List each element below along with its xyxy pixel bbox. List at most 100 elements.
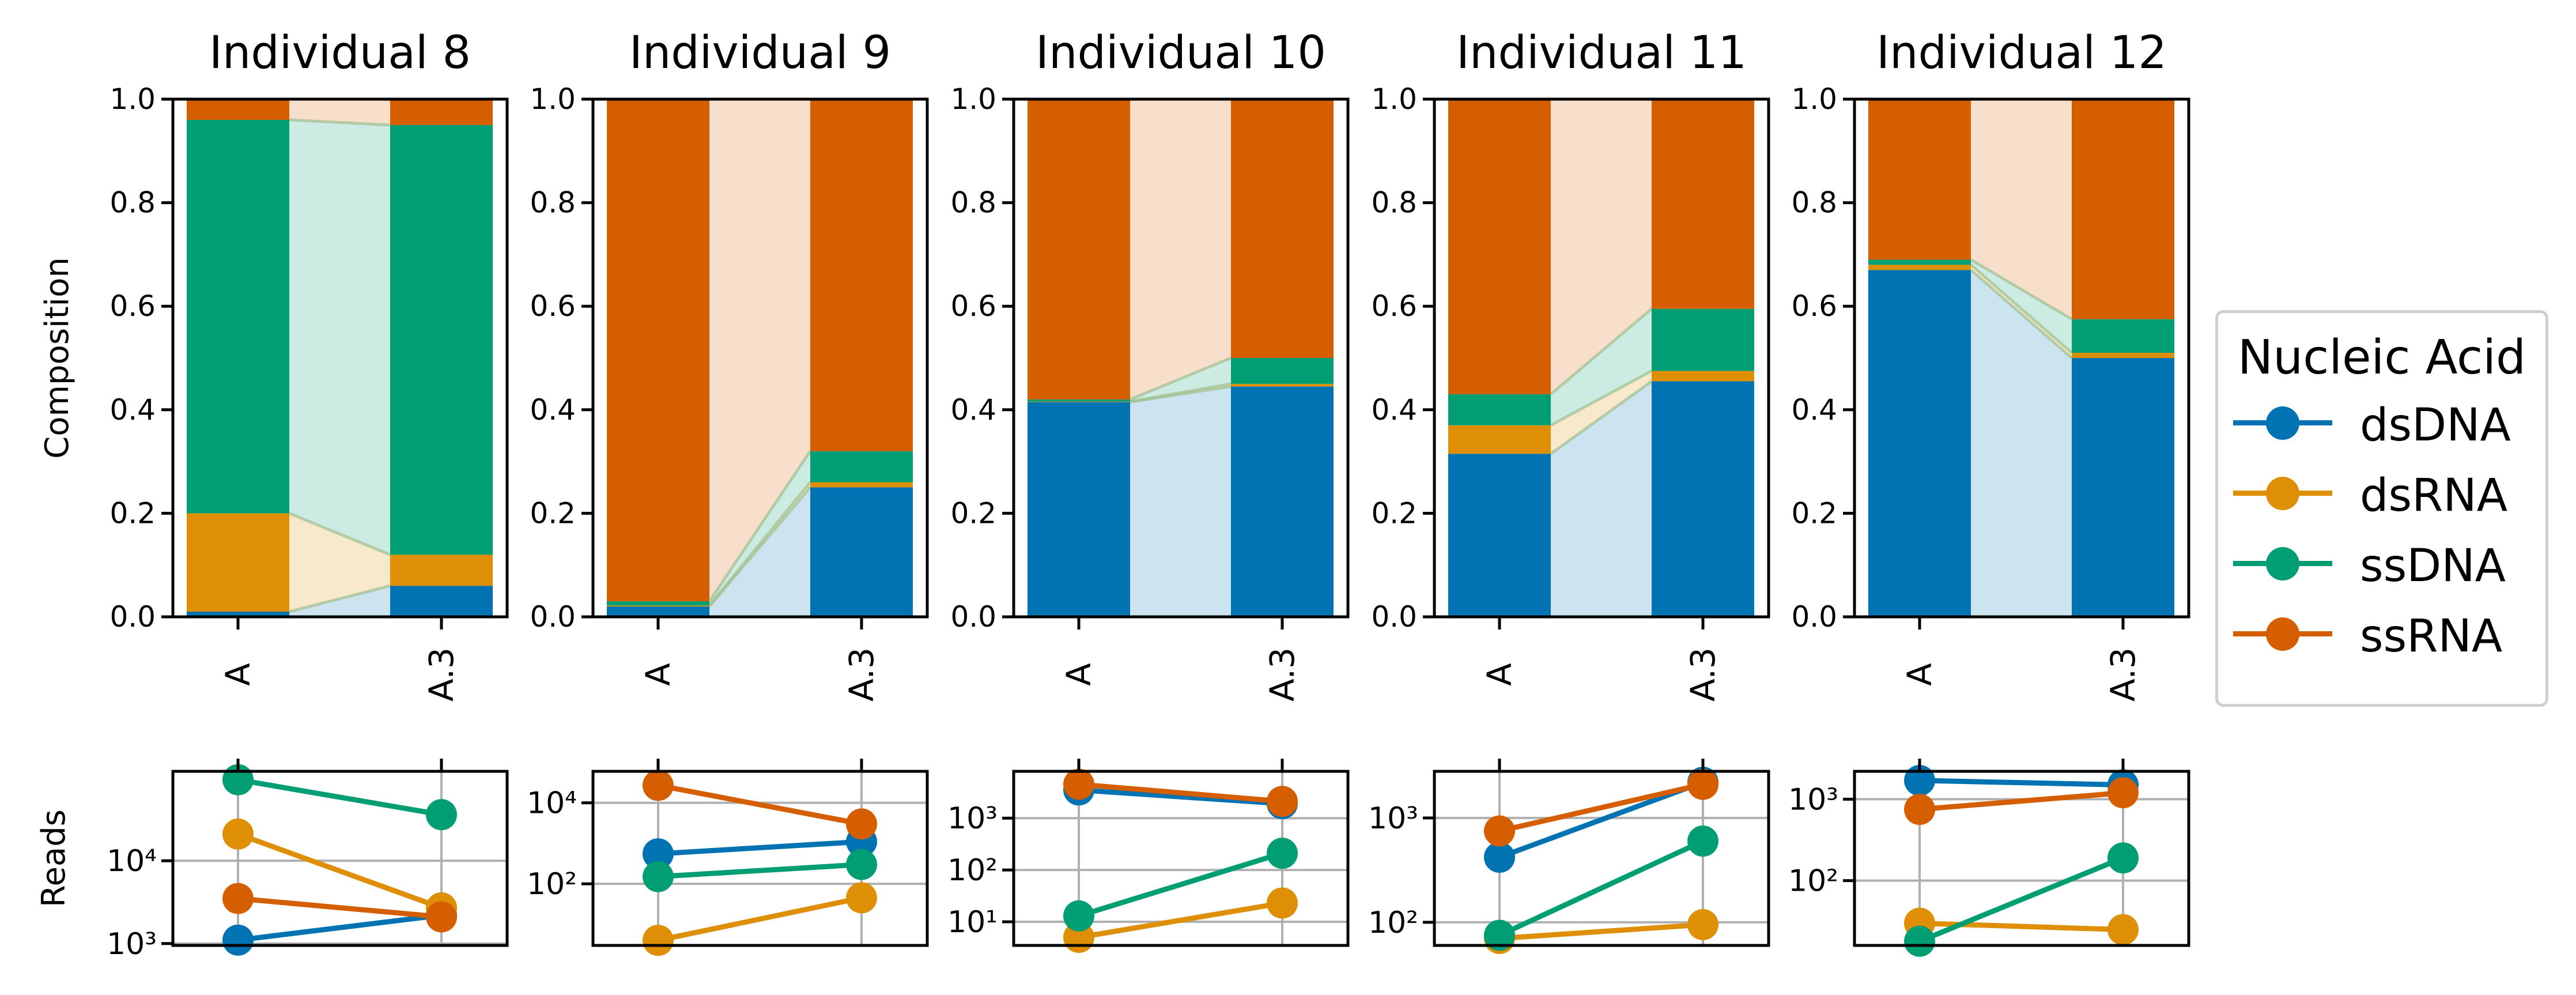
x-tick-label: A xyxy=(639,663,678,686)
y-tick-label: 0.6 xyxy=(1371,289,1417,323)
bar-segment-ssdna xyxy=(1231,358,1334,384)
band-edge-dsrna xyxy=(1550,370,1653,427)
reads-line-ssrna xyxy=(658,782,862,827)
panel-individual-11: 0.0 0.2 0.4 0.6 0.8 1.0 A A.3 Individual 11 10² 10… xyxy=(1368,27,1770,954)
reads-point-dsrna xyxy=(2107,914,2139,945)
y-tick-label: 0.8 xyxy=(109,186,156,220)
legend-item-dsdna: dsDNA xyxy=(2233,394,2544,451)
legend-marker-ssdna xyxy=(2266,547,2299,581)
bar-segment-ssdna xyxy=(187,119,289,514)
bar-segment-ssrna xyxy=(2072,99,2174,319)
panel-individual-9: 0.0 0.2 0.4 0.6 0.8 1.0 A A.3 Individual 9 10² 10⁴ xyxy=(527,27,929,956)
legend-label-dsrna: dsRNA xyxy=(2360,470,2508,522)
reads-line-dsdna xyxy=(1919,778,2124,787)
x-tick-label: A.3 xyxy=(2103,647,2143,702)
y-tick-label: 1.0 xyxy=(1371,82,1417,116)
reads-point-ssrna xyxy=(1904,794,1935,826)
y-tick-label: 0.8 xyxy=(950,186,996,220)
reads-y-tick-label: 10² xyxy=(527,867,577,902)
bar-segment-ssdna xyxy=(1868,259,1971,265)
reads-point-ssdna xyxy=(1484,919,1515,951)
reads-point-ssdna xyxy=(2107,842,2139,874)
reads-line-dsdna xyxy=(1078,787,1283,806)
reads-y-tick-label: 10⁴ xyxy=(107,844,157,879)
y-tick-label: 0.0 xyxy=(1791,600,1837,634)
reads-y-tick-label: 10³ xyxy=(107,927,157,962)
y-tick-label: 0.4 xyxy=(530,393,576,427)
reads-line-ssrna xyxy=(237,896,442,919)
reads-point-dsdna xyxy=(643,838,674,870)
reads-y-tick-label: 10⁴ xyxy=(527,786,577,821)
band-edge-dsrna xyxy=(1970,263,2073,354)
reads-line-dsdna xyxy=(658,839,862,857)
reads-point-ssrna xyxy=(426,901,457,933)
reads-line-ssdna xyxy=(1078,850,1283,919)
y-tick-label: 0.0 xyxy=(530,600,576,634)
x-tick-label: A.3 xyxy=(422,647,461,702)
y-tick-label: 0.2 xyxy=(1791,496,1837,530)
legend-item-ssrna: ssRNA xyxy=(2233,605,2544,662)
bar-segment-dsrna xyxy=(390,555,493,586)
bar-segment-ssrna xyxy=(1028,99,1130,399)
legend-label-dsdna: dsDNA xyxy=(2360,399,2511,451)
bar-segment-dsrna xyxy=(1448,425,1551,454)
band-edge-ssdna xyxy=(1130,356,1232,401)
reads-point-ssrna xyxy=(846,808,877,840)
band-dsrna xyxy=(289,513,390,612)
composition-axes-frame xyxy=(1433,97,1770,619)
bar-segment-ssdna xyxy=(607,601,709,606)
band-ssrna xyxy=(289,99,390,125)
y-tick-label: 0.2 xyxy=(1371,496,1417,530)
band-dsdna xyxy=(1971,270,2072,617)
reads-y-tick-label: 10² xyxy=(947,853,998,888)
bar-segment-dsdna xyxy=(1868,270,1971,617)
band-dsdna xyxy=(1551,381,1652,617)
band-ssrna xyxy=(1551,99,1652,394)
composition-axes-frame xyxy=(1012,97,1350,619)
reads-line-dsrna xyxy=(658,895,862,943)
bar-segment-dsdna xyxy=(810,487,913,617)
bar-segment-ssrna xyxy=(1448,99,1551,394)
x-tick-label: A xyxy=(218,663,258,686)
bar-segment-dsrna xyxy=(1028,401,1130,402)
y-tick-label: 0.4 xyxy=(1791,393,1837,427)
reads-y-tick-label: 10² xyxy=(1368,906,1418,940)
bar-segment-ssdna xyxy=(1652,308,1754,371)
legend-label-ssdna: ssDNA xyxy=(2360,540,2506,592)
bar-segment-dsdna xyxy=(1448,454,1551,617)
reads-point-ssdna xyxy=(1063,900,1094,932)
y-tick-label: 0.2 xyxy=(950,496,996,530)
bar-segment-ssrna xyxy=(1231,99,1334,358)
reads-line-ssrna xyxy=(1078,781,1283,804)
legend-item-dsrna: dsRNA xyxy=(2233,464,2544,522)
y-tick-label: 1.0 xyxy=(530,82,576,116)
band-dsdna xyxy=(1130,386,1231,617)
bar-segment-ssdna xyxy=(390,125,493,555)
composition-axes-frame xyxy=(1853,97,2190,619)
reads-y-tick-label: 10¹ xyxy=(947,905,998,940)
reads-point-ssrna xyxy=(2107,777,2139,809)
reads-point-dsdna xyxy=(1484,842,1515,873)
bar-segment-dsdna xyxy=(390,586,493,617)
reads-point-ssrna xyxy=(1063,768,1094,800)
band-edge-dsdna xyxy=(1550,380,1653,455)
bar-segment-ssdna xyxy=(1448,394,1551,425)
panel-title: Individual 12 xyxy=(1876,27,2167,79)
reads-line-dsrna xyxy=(1499,922,1704,941)
x-tick-label: A.3 xyxy=(1263,647,1302,702)
y-tick-label: 0.4 xyxy=(109,393,156,427)
band-edge-ssdna xyxy=(1970,258,2073,321)
reads-point-dsrna xyxy=(846,882,877,914)
bar-segment-ssdna xyxy=(810,451,913,483)
band-edge-dsdna xyxy=(289,584,391,613)
reads-axes-frame xyxy=(171,770,509,947)
bar-segment-ssrna xyxy=(1652,99,1754,309)
bar-segment-dsrna xyxy=(2072,353,2174,358)
band-ssrna xyxy=(709,99,810,602)
reads-y-tick-label: 10³ xyxy=(1368,801,1418,836)
band-edge-ssdna xyxy=(708,450,812,602)
reads-point-ssrna xyxy=(222,883,254,914)
reads-y-tick-label: 10² xyxy=(1788,864,1838,899)
bar-segment-ssdna xyxy=(2072,319,2174,353)
y-tick-label: 1.0 xyxy=(1791,82,1837,116)
